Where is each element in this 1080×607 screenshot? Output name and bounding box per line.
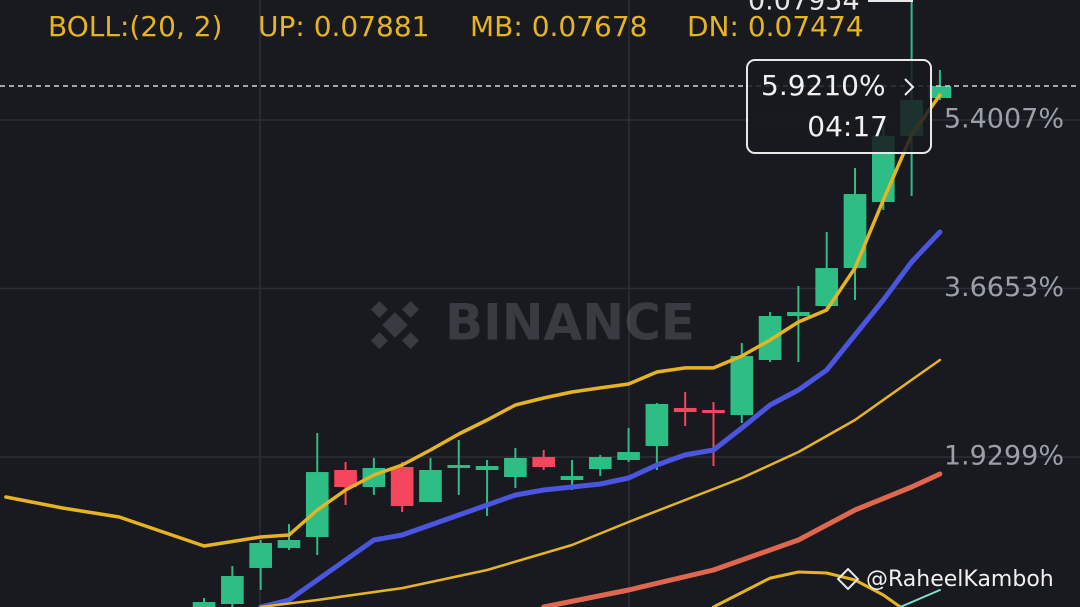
indicator-label: BOLL:(20, 2) — [48, 10, 222, 43]
candle-body — [560, 476, 584, 480]
candle-body — [475, 466, 499, 470]
candle-body — [334, 469, 357, 487]
candle — [249, 540, 272, 591]
candle — [588, 454, 612, 477]
boll-dn: DN: 0.07474 — [687, 10, 864, 43]
candle — [221, 566, 244, 607]
candle-body — [532, 456, 555, 467]
candle-body — [645, 403, 669, 447]
candle-body — [815, 268, 839, 307]
candle — [447, 439, 471, 495]
candle-body — [504, 457, 527, 477]
candle-body — [617, 452, 640, 460]
high-label: 0.07954 — [748, 0, 860, 17]
y-tick-label: 3.6653% — [944, 272, 1064, 303]
indicator-line — [4, 93, 942, 548]
price-tag[interactable]: 5.9210% 04:17 — [746, 59, 932, 154]
candle-body — [928, 85, 952, 99]
candle — [390, 462, 414, 513]
candle — [419, 457, 442, 503]
price-tag-value[interactable]: 5.9210% — [761, 69, 886, 102]
price-tag-box[interactable] — [746, 59, 932, 154]
candle-body — [192, 602, 216, 607]
countdown[interactable]: 04:17 — [807, 110, 888, 143]
candle-body — [249, 543, 272, 568]
candle — [334, 462, 357, 505]
candle-body — [843, 194, 867, 269]
y-tick-label: 5.4007% — [944, 103, 1064, 134]
boll-mb: MB: 0.07678 — [470, 10, 648, 43]
candle-body — [673, 407, 697, 413]
candle-body — [419, 469, 442, 503]
credit-text: @RaheelKamboh — [866, 567, 1054, 592]
candle — [673, 392, 697, 427]
candle-body — [702, 409, 725, 414]
candle-body — [447, 465, 471, 468]
candle — [645, 402, 669, 470]
candle — [843, 168, 867, 300]
candle — [192, 597, 216, 607]
watermark: BINANCE — [370, 294, 695, 352]
candle — [815, 232, 839, 310]
candle — [305, 433, 329, 555]
indicator-line — [541, 471, 943, 607]
candle-body — [787, 312, 810, 317]
indicator-line — [258, 229, 943, 607]
candle-body — [730, 356, 754, 416]
candle — [702, 402, 725, 467]
y-tick-label: 1.9299% — [944, 440, 1064, 471]
candle-body — [277, 540, 301, 548]
candle — [617, 427, 640, 463]
candle-body — [390, 466, 414, 507]
candle-body — [221, 576, 244, 604]
boll-up: UP: 0.07881 — [258, 10, 430, 43]
candle — [532, 449, 555, 470]
vertical-grid — [259, 0, 630, 607]
credit: @RaheelKamboh — [836, 567, 1054, 592]
indicator-line — [712, 570, 902, 607]
candle — [504, 447, 527, 488]
indicator-line — [899, 589, 941, 607]
chevron[interactable] — [904, 78, 915, 96]
candle-body — [305, 472, 329, 537]
watermark-text: BINANCE — [445, 294, 695, 352]
indicator-line — [259, 358, 942, 607]
candle — [277, 523, 301, 551]
candle-body — [588, 456, 612, 470]
